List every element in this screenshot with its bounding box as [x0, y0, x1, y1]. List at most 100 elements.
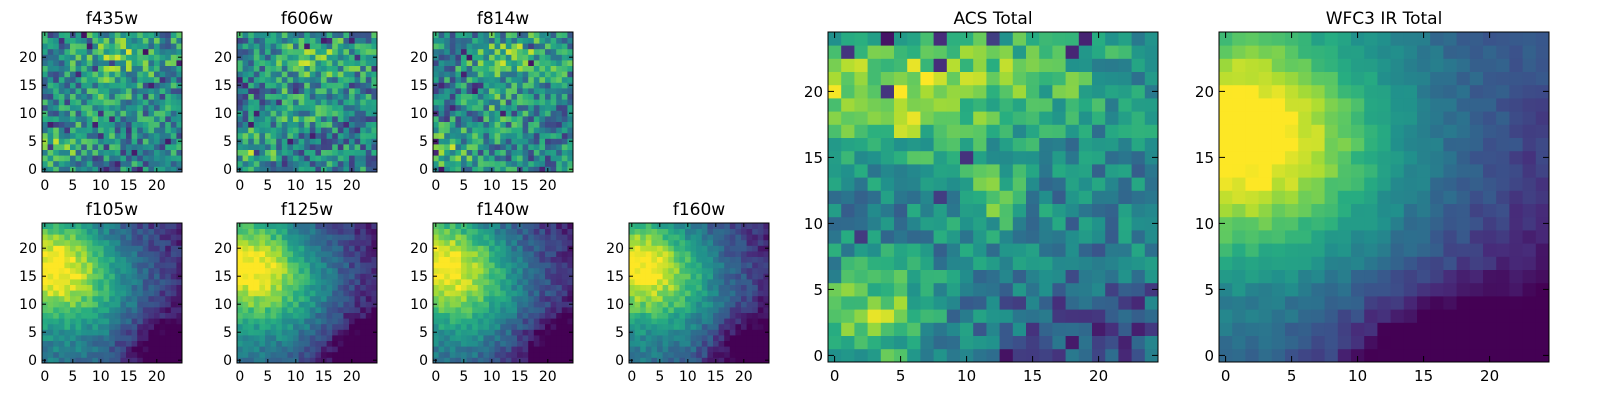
heatmap-cell: [259, 166, 266, 173]
heatmap-cell: [561, 228, 568, 235]
heatmap-cell: [120, 43, 127, 50]
heatmap-cell: [461, 93, 467, 100]
heatmap-cell: [142, 127, 149, 134]
heatmap-cell: [131, 60, 138, 66]
heatmap-cell: [668, 295, 675, 302]
heatmap-cell: [494, 262, 501, 269]
heatmap-cell: [472, 245, 479, 252]
heatmap-cell: [304, 60, 311, 66]
heatmap-cell: [662, 340, 669, 347]
heatmap-cell: [494, 138, 501, 145]
heatmap-cell: [321, 48, 327, 55]
heatmap-cell: [70, 335, 76, 341]
heatmap-cell: [685, 351, 691, 358]
heatmap-cell: [567, 144, 574, 150]
heatmap-cell: [176, 335, 183, 341]
heatmap-cell: [461, 267, 467, 274]
heatmap-cell: [81, 279, 88, 285]
heatmap-cell: [142, 307, 149, 313]
heatmap-cell: [511, 357, 518, 364]
heatmap-cell: [349, 37, 355, 44]
heatmap-cell: [253, 116, 260, 122]
heatmap-cell: [371, 104, 378, 111]
heatmap-cell: [511, 93, 518, 100]
heatmap-cell: [321, 239, 327, 246]
heatmap-cell: [159, 60, 166, 66]
heatmap-cell: [986, 322, 1000, 336]
heatmap-cell: [673, 228, 680, 235]
heatmap-cell: [371, 88, 378, 94]
heatmap-cell: [371, 323, 378, 330]
heatmap-cell: [657, 284, 663, 291]
heatmap-cell: [1078, 309, 1093, 323]
heatmap-cell: [253, 71, 260, 78]
heatmap-cell: [137, 82, 144, 89]
heatmap-cell: [449, 37, 456, 44]
heatmap-cell: [1026, 203, 1040, 218]
heatmap-cell: [98, 340, 104, 347]
heatmap-cell: [645, 251, 652, 257]
heatmap-cell: [242, 155, 249, 162]
heatmap-cell: [455, 273, 462, 280]
heatmap-cell: [741, 273, 747, 280]
heatmap-cell: [713, 239, 719, 246]
heatmap-cell: [86, 110, 93, 117]
heatmap-cell: [337, 273, 344, 280]
heatmap-cell: [1078, 296, 1093, 310]
heatmap-cell: [293, 284, 299, 291]
heatmap-cell: [242, 262, 249, 269]
heatmap-cell: [494, 166, 501, 173]
x-tick-label: 5: [263, 369, 272, 385]
heatmap-cell: [685, 301, 691, 308]
heatmap-cell: [461, 71, 467, 78]
heatmap-cell: [148, 54, 155, 61]
heatmap-cell: [170, 323, 177, 330]
heatmap-cell: [53, 155, 60, 162]
heatmap-cell: [701, 351, 708, 358]
heatmap-cell: [126, 301, 132, 308]
heatmap-cell: [354, 290, 361, 297]
heatmap-cell: [746, 295, 753, 302]
heatmap-cell: [281, 273, 288, 280]
heatmap-cell: [483, 267, 490, 274]
heatmap-cell: [472, 234, 479, 241]
heatmap-cell: [634, 323, 641, 330]
heatmap-cell: [53, 307, 60, 313]
heatmap-cell: [120, 71, 127, 78]
heatmap-cell: [662, 318, 669, 325]
heatmap-cell: [86, 138, 93, 145]
heatmap-cell: [746, 357, 753, 364]
heatmap-cell: [561, 262, 568, 269]
heatmap-cell: [477, 301, 484, 308]
heatmap-cell: [326, 357, 333, 364]
heatmap-cell: [960, 203, 974, 218]
heatmap-cell: [629, 279, 635, 285]
heatmap-cell: [662, 357, 669, 364]
heatmap-cell: [309, 340, 316, 347]
heatmap-cell: [148, 60, 155, 66]
heatmap-cell: [763, 351, 770, 358]
heatmap-cell: [92, 43, 99, 50]
heatmap-cell: [438, 43, 445, 50]
heatmap-cell: [315, 54, 322, 61]
heatmap-cell: [828, 177, 842, 191]
heatmap-cell: [550, 160, 557, 167]
heatmap-cell: [483, 223, 490, 229]
heatmap-cell: [466, 71, 473, 78]
heatmap-cell: [701, 290, 708, 297]
heatmap-cell: [539, 149, 546, 156]
heatmap-cell: [103, 32, 110, 38]
heatmap-cell: [131, 262, 138, 269]
heatmap-cell: [567, 267, 574, 274]
heatmap-cell: [326, 132, 333, 139]
heatmap-cell: [354, 48, 361, 55]
heatmap-cell: [933, 348, 948, 363]
heatmap-cell: [371, 223, 378, 229]
heatmap-cell: [270, 346, 277, 353]
heatmap-cell: [907, 150, 921, 165]
heatmap-cell: [265, 43, 271, 50]
heatmap-cell: [707, 357, 714, 364]
heatmap-cell: [685, 307, 691, 313]
heatmap-cell: [265, 228, 271, 235]
